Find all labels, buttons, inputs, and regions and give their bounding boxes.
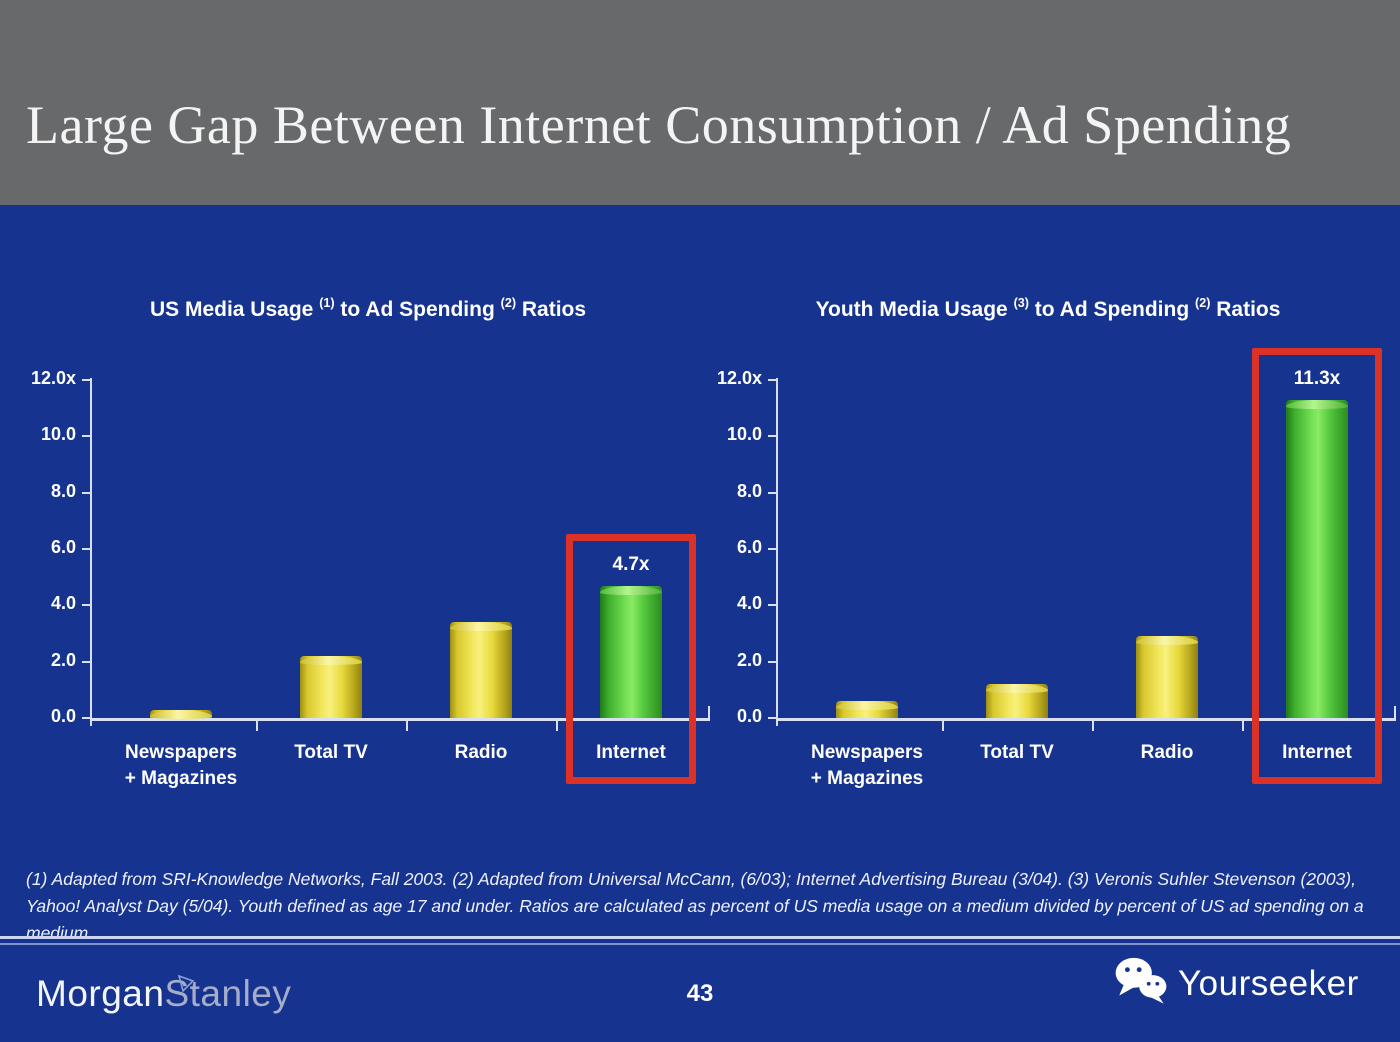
x-axis-tick xyxy=(1242,721,1244,731)
highlight-box xyxy=(1252,347,1382,784)
category-label: Radio xyxy=(1140,742,1194,763)
y-axis xyxy=(776,378,778,726)
y-axis-tick xyxy=(768,717,778,719)
x-axis-tick xyxy=(256,721,258,731)
footnote-ref-superscript: (1) xyxy=(319,296,335,310)
footnote-ref-superscript: (2) xyxy=(500,296,517,310)
morgan-stanley-flag-icon xyxy=(176,961,196,1003)
y-axis-tick xyxy=(768,660,778,663)
y-tick-label: 10.0 xyxy=(40,424,76,445)
x-axis-end-tick xyxy=(1394,706,1396,718)
morgan-stanley-logo: MorganStanley xyxy=(36,973,291,1015)
slide-header: Large Gap Between Internet Consumption /… xyxy=(0,0,1400,205)
separator-line-bright xyxy=(0,936,1400,939)
chart-title-text: to Ad Spending xyxy=(334,298,501,321)
bar-radio xyxy=(1136,636,1198,718)
bar-newspapers xyxy=(150,709,212,720)
y-tick-label: 12.0x xyxy=(30,368,76,388)
chart-title-text: Youth Media Usage xyxy=(815,298,1014,321)
y-tick-label: 8.0 xyxy=(50,480,76,501)
x-axis xyxy=(90,718,710,721)
separator-line-faint xyxy=(0,943,1400,945)
chart-us-media: 12.0x 10.0 8.0 6.0 4.0 2.0 0.0 Newspapers + Mag… xyxy=(30,362,720,832)
y-tick-label: 8.0 xyxy=(736,480,762,501)
y-tick-label: 6.0 xyxy=(736,537,762,557)
y-tick-label: 10.0 xyxy=(726,424,762,445)
y-tick-label: 4.0 xyxy=(50,593,76,614)
bar-value-label: 4.7x xyxy=(612,553,650,575)
y-axis-tick xyxy=(82,548,92,550)
page-number: 43 xyxy=(686,980,714,1007)
category-label: Newspapers + Magazines xyxy=(124,742,238,789)
bar-radio xyxy=(450,622,512,718)
category-label: Newspapers + Magazines xyxy=(810,742,924,789)
y-axis-tick xyxy=(82,604,92,607)
chart-title-text: to Ad Spending xyxy=(1028,298,1195,321)
brand-word-stanley: Stanley xyxy=(164,973,292,1014)
y-axis-tick xyxy=(768,548,778,550)
y-axis-tick xyxy=(82,379,92,381)
yourseeker-watermark: Yourseeker xyxy=(1112,955,1359,1012)
x-axis xyxy=(776,718,1396,721)
category-label: Total TV xyxy=(980,742,1054,763)
y-tick-label: 4.0 xyxy=(736,593,762,614)
y-tick-label: 2.0 xyxy=(50,649,76,670)
y-axis-tick xyxy=(82,435,92,438)
y-axis xyxy=(90,378,92,726)
x-axis-tick xyxy=(1092,721,1094,731)
x-axis-tick xyxy=(556,721,558,731)
footnote-ref-superscript: (2) xyxy=(1195,296,1211,310)
y-tick-label: 6.0 xyxy=(50,537,76,557)
y-axis-tick xyxy=(768,435,778,438)
y-tick-label: 0.0 xyxy=(736,706,762,726)
chart-title-text: Ratios xyxy=(516,298,587,321)
category-label: Internet xyxy=(596,742,666,763)
chart-title-youth-media: Youth Media Usage (3) to Ad Spending (2)… xyxy=(788,293,1308,327)
x-axis-end-tick xyxy=(708,706,710,718)
y-tick-label: 12.0x xyxy=(716,368,762,388)
wechat-icon xyxy=(1112,955,1170,1012)
chart-title-text: US Media Usage xyxy=(149,298,320,321)
footnote: (1) Adapted from SRI-Knowledge Networks,… xyxy=(26,869,1364,944)
y-axis-tick xyxy=(82,660,92,663)
footnote-ref-superscript: (3) xyxy=(1013,296,1029,310)
x-axis-tick xyxy=(406,721,408,731)
bar-internet xyxy=(600,585,662,718)
y-axis-tick xyxy=(768,491,778,494)
y-axis-tick xyxy=(768,379,778,381)
chart-title-us-media: US Media Usage (1) to Ad Spending (2) Ra… xyxy=(78,293,658,327)
bar-internet xyxy=(1286,399,1348,718)
bar-newspapers xyxy=(836,701,898,718)
y-axis-tick xyxy=(82,491,92,494)
highlight-box xyxy=(566,533,696,784)
chart-title-text: Ratios xyxy=(1210,298,1281,321)
brand-word-morgan: Morgan xyxy=(36,973,165,1014)
bar-value-label: 11.3x xyxy=(1293,367,1341,389)
bar-total-tv xyxy=(300,656,362,718)
y-axis-tick xyxy=(82,717,92,719)
y-axis-tick xyxy=(768,604,778,607)
x-axis-tick xyxy=(942,721,944,731)
category-label: Internet xyxy=(1282,742,1352,763)
y-tick-label: 2.0 xyxy=(736,649,762,670)
category-label: Total TV xyxy=(294,742,368,763)
page-title: Large Gap Between Internet Consumption /… xyxy=(26,95,1292,155)
y-tick-label: 0.0 xyxy=(50,706,76,726)
watermark-label: Yourseeker xyxy=(1178,963,1359,1003)
slide-body: US Media Usage (1) to Ad Spending (2) Ra… xyxy=(0,205,1400,1042)
bar-total-tv xyxy=(986,684,1048,718)
category-label: Radio xyxy=(454,742,508,763)
chart-youth-media: 12.0x 10.0 8.0 6.0 4.0 2.0 0.0 Newspapers + Mag… xyxy=(716,347,1400,832)
